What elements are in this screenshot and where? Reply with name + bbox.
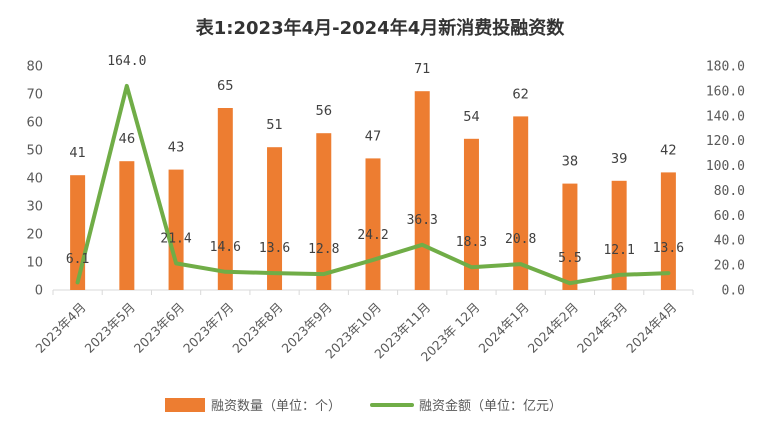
y-left-tick-label: 30 bbox=[26, 200, 43, 215]
bar-data-label: 51 bbox=[266, 118, 283, 133]
line-data-label: 21.4 bbox=[160, 231, 191, 246]
y-right-tick-label: 180.0 bbox=[706, 60, 745, 75]
legend-bar-swatch bbox=[165, 398, 205, 412]
line-data-label: 24.2 bbox=[357, 228, 388, 243]
y-left-tick-label: 50 bbox=[26, 144, 43, 159]
line-series-amount bbox=[75, 83, 671, 286]
y-right-tick-label: 140.0 bbox=[706, 109, 745, 124]
chart-title: 表1:2023年4月-2024年4月新消费投融资数 bbox=[195, 18, 565, 39]
line-data-label: 12.8 bbox=[308, 242, 339, 257]
bar-data-label: 46 bbox=[119, 132, 136, 147]
line-data-label: 12.1 bbox=[603, 243, 634, 258]
line-data-label: 14.6 bbox=[210, 240, 241, 255]
x-category-label: 2023年7月 bbox=[180, 300, 236, 356]
bar-data-label: 41 bbox=[69, 146, 86, 161]
legend-bar-label: 融资数量（单位：个） bbox=[211, 399, 341, 414]
bar-data-label: 39 bbox=[611, 152, 628, 167]
y-left-tick-label: 70 bbox=[26, 88, 43, 103]
line-data-label: 20.8 bbox=[505, 232, 536, 247]
line-data-label: 164.0 bbox=[107, 54, 146, 69]
bar-data-label: 43 bbox=[168, 141, 185, 156]
x-category-label: 2023年5月 bbox=[82, 300, 138, 356]
x-category-label: 2024年4月 bbox=[623, 300, 679, 356]
x-category-label: 2023年4月 bbox=[32, 300, 88, 356]
y-left-tick-label: 20 bbox=[26, 228, 43, 243]
y-left-tick-label: 0 bbox=[35, 284, 43, 299]
bar-data-label: 56 bbox=[315, 104, 332, 119]
bar bbox=[414, 91, 430, 290]
bar bbox=[316, 133, 332, 290]
line-data-label: 6.1 bbox=[66, 252, 89, 267]
y-right-tick-label: 80.0 bbox=[714, 184, 745, 199]
x-category-label: 2024年3月 bbox=[574, 300, 630, 356]
bar-data-label: 42 bbox=[660, 143, 677, 158]
bar bbox=[168, 169, 184, 290]
bar bbox=[119, 161, 135, 290]
bar bbox=[365, 158, 381, 290]
bar-data-label: 47 bbox=[365, 129, 382, 144]
bar bbox=[267, 147, 283, 290]
bar bbox=[562, 183, 578, 290]
line-data-label: 13.6 bbox=[653, 241, 684, 256]
y-right-tick-label: 160.0 bbox=[706, 84, 745, 99]
line-data-label: 36.3 bbox=[407, 213, 438, 228]
y-right-tick-label: 120.0 bbox=[706, 134, 745, 149]
bar bbox=[611, 180, 627, 290]
bar-data-label: 38 bbox=[562, 155, 579, 170]
bar bbox=[70, 175, 86, 290]
bar-data-label: 71 bbox=[414, 62, 431, 77]
y-right-tick-label: 60.0 bbox=[714, 209, 745, 224]
line-data-label: 18.3 bbox=[456, 235, 487, 250]
bar bbox=[660, 172, 676, 290]
bar-data-label: 65 bbox=[217, 79, 234, 94]
bar bbox=[217, 108, 233, 290]
y-right-tick-label: 40.0 bbox=[714, 234, 745, 249]
x-category-label: 2024年1月 bbox=[475, 300, 531, 356]
y-right-tick-label: 0.0 bbox=[722, 284, 745, 299]
y-left-tick-label: 60 bbox=[26, 116, 43, 131]
y-left-tick-label: 10 bbox=[26, 256, 43, 271]
line-data-label: 5.5 bbox=[558, 251, 581, 266]
y-left-tick-label: 80 bbox=[26, 60, 43, 75]
y-right-tick-label: 100.0 bbox=[706, 159, 745, 174]
x-category-label: 2023年8月 bbox=[229, 300, 285, 356]
x-category-label: 2023年6月 bbox=[131, 300, 187, 356]
y-right-tick-label: 20.0 bbox=[714, 259, 745, 274]
bar bbox=[513, 116, 529, 291]
x-category-label: 2024年2月 bbox=[525, 300, 581, 356]
bar-data-label: 54 bbox=[463, 110, 480, 125]
line-data-label: 13.6 bbox=[259, 241, 290, 256]
bar bbox=[463, 138, 479, 290]
y-left-tick-label: 40 bbox=[26, 172, 43, 187]
legend-line-label: 融资金额（单位：亿元） bbox=[419, 398, 562, 414]
bar-data-label: 62 bbox=[512, 87, 529, 102]
